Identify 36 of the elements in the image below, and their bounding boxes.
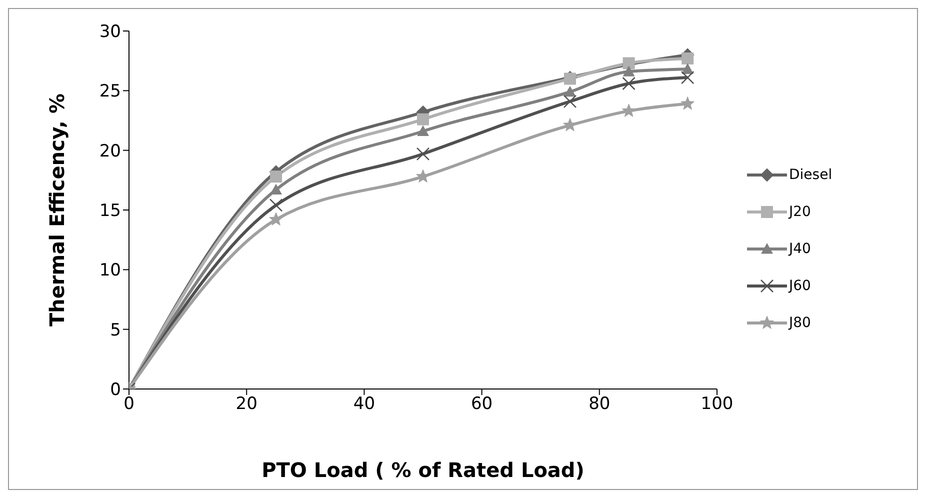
y-tick-label: 15 <box>99 201 121 222</box>
x-tick-label: 20 <box>236 394 258 414</box>
point <box>682 52 694 64</box>
y-tick-label: 25 <box>99 82 121 102</box>
y-tick-label: 0 <box>110 380 121 400</box>
x-axis-title: PTO Load ( % of Rated Load) <box>262 458 584 482</box>
point <box>564 86 576 97</box>
point <box>417 113 429 126</box>
y-tick-label: 10 <box>99 260 121 281</box>
point <box>622 66 635 76</box>
y-axis-title: Thermal Efficency, % <box>45 93 70 327</box>
point <box>270 184 282 195</box>
legend-label: J20 <box>789 204 811 220</box>
point <box>622 76 636 90</box>
point <box>270 170 282 183</box>
legend-label: J40 <box>789 241 811 257</box>
x-tick-label: 40 <box>353 394 376 414</box>
point <box>563 94 577 108</box>
point <box>269 212 283 226</box>
legend-label: J60 <box>789 278 811 294</box>
point <box>680 96 695 110</box>
x-tick-label: 60 <box>470 394 493 414</box>
legend-label: J80 <box>789 315 811 331</box>
y-tick-label: 30 <box>99 22 121 42</box>
y-tick-label: 5 <box>110 320 121 340</box>
x-tick-label: 0 <box>124 394 134 414</box>
point <box>416 147 430 161</box>
x-tick-label: 100 <box>700 394 734 414</box>
y-tick-label: 20 <box>99 141 121 162</box>
legend-label: Diesel <box>789 167 832 183</box>
x-tick-label: 80 <box>588 394 610 414</box>
point <box>680 70 694 84</box>
point <box>269 198 283 212</box>
point <box>417 125 429 136</box>
point <box>622 104 636 117</box>
point <box>682 63 694 74</box>
